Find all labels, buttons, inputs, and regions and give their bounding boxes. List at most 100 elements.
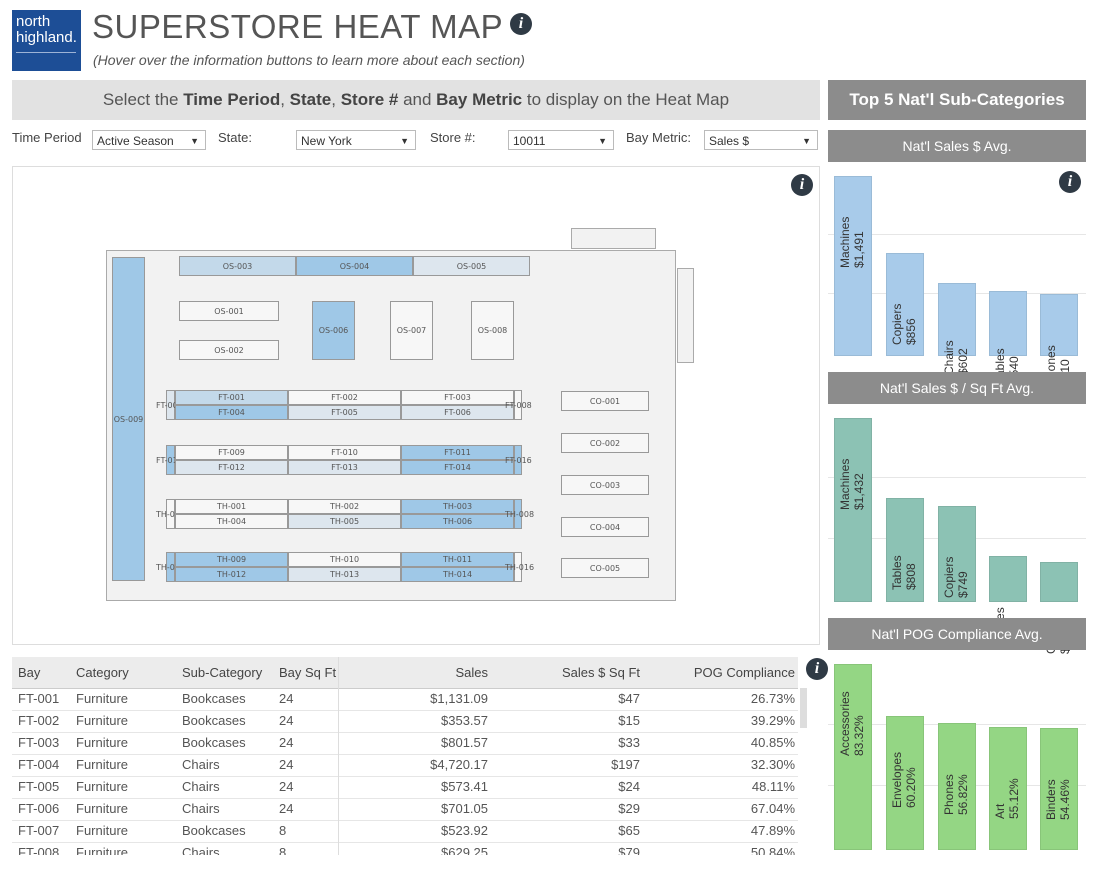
table-row[interactable]: FT-001 Furniture Bookcases 24 $1,131.09 $47 26… [12,688,798,711]
chart-bar[interactable] [1040,294,1078,356]
bay-co-003[interactable]: CO-003 [561,475,649,495]
chart-bar[interactable] [938,723,976,850]
bay-os-004[interactable]: OS-004 [296,256,413,276]
table-row[interactable]: FT-004 Furniture Chairs 24 $4,720.17 $197 32.3… [12,754,798,777]
bay-ft-003[interactable]: FT-003 [401,390,514,405]
chart-bar[interactable] [1040,728,1078,850]
bay-th-012[interactable]: TH-012 [175,567,288,582]
bay-ft-004[interactable]: FT-004 [175,405,288,420]
chart-bar[interactable] [938,283,976,356]
bay-os-006[interactable]: OS-006 [312,301,355,360]
bay-th-014[interactable]: TH-014 [401,567,514,582]
banner-prefix: Select the [102,90,184,109]
bay-table: Bay Category Sub-Category Bay Sq Ft Sales Sal… [12,657,798,855]
bar-category: Accessories [838,691,852,756]
table-cell: $65 [618,823,640,838]
column-header[interactable]: Bay [18,665,41,680]
bay-th-010[interactable]: TH-010 [288,552,401,567]
bay-os-002[interactable]: OS-002 [179,340,279,360]
table-info-icon[interactable]: i [806,658,828,680]
bay-co-001[interactable]: CO-001 [561,391,649,411]
store-select[interactable]: 10011 ▼ [508,130,614,150]
chart-bar[interactable] [834,418,872,602]
bay-ft-005[interactable]: FT-005 [288,405,401,420]
bay-ft-011[interactable]: FT-011 [401,445,514,460]
bay-th-008[interactable]: TH-008 [505,499,534,529]
bay-ft-006[interactable]: FT-006 [401,405,514,420]
column-header[interactable]: Sales $ Sq Ft [561,665,640,680]
bay-th-015[interactable]: TH-015 [156,552,185,582]
bay-th-006[interactable]: TH-006 [401,514,514,529]
chart-bar[interactable] [886,716,924,850]
bay-ft-002[interactable]: FT-002 [288,390,401,405]
bay-co-002[interactable]: CO-002 [561,433,649,453]
bar-value: $1,432 [852,473,866,510]
map-info-icon[interactable]: i [791,174,813,196]
chart-bar[interactable] [938,506,976,602]
banner-store: Store # [340,90,399,109]
bay-th-007[interactable]: TH-007 [156,499,185,529]
table-row[interactable]: FT-007 Furniture Bookcases 8 $523.92 $65 47.89… [12,820,798,843]
table-row[interactable]: FT-005 Furniture Chairs 24 $573.41 $24 48.11% [12,776,798,799]
table-row[interactable]: FT-002 Furniture Bookcases 24 $353.57 $15 39.2… [12,710,798,733]
chart-bar[interactable] [989,727,1027,850]
chart-info-icon[interactable]: i [1059,171,1081,193]
chart-bar[interactable] [886,498,924,602]
table-row[interactable]: FT-003 Furniture Bookcases 24 $801.57 $33 40.8… [12,732,798,755]
column-header[interactable]: Sales [455,665,488,680]
chevron-down-icon: ▼ [400,136,409,146]
bay-th-001[interactable]: TH-001 [175,499,288,514]
bay-co-005[interactable]: CO-005 [561,558,649,578]
column-header[interactable]: POG Compliance [693,665,795,680]
bay-os-009[interactable]: OS-009 [112,257,145,581]
column-header[interactable]: Sub-Category [182,665,263,680]
time-period-select[interactable]: Active Season ▼ [92,130,206,150]
bay-ft-013[interactable]: FT-013 [288,460,401,475]
chart-bar[interactable] [834,176,872,356]
bay-th-003[interactable]: TH-003 [401,499,514,514]
state-select[interactable]: New York ▼ [296,130,416,150]
chart-bar[interactable] [989,291,1027,356]
bay-th-005[interactable]: TH-005 [288,514,401,529]
bay-ft-007[interactable]: FT-007 [156,390,183,420]
bay-metric-select[interactable]: Sales $ ▼ [704,130,818,150]
bay-th-004[interactable]: TH-004 [175,514,288,529]
bay-os-001[interactable]: OS-001 [179,301,279,321]
table-cell: FT-003 [18,735,60,750]
chart-bar[interactable] [834,664,872,850]
table-cell: 32.30% [750,757,795,772]
bay-th-016[interactable]: TH-016 [505,552,534,582]
bay-ft-010[interactable]: FT-010 [288,445,401,460]
column-header[interactable]: Category [76,665,129,680]
bay-os-003[interactable]: OS-003 [179,256,296,276]
bay-os-005[interactable]: OS-005 [413,256,530,276]
top5-title: Top 5 Nat'l Sub-Categories [828,80,1086,120]
bar-category: Machines [838,216,852,268]
bay-ft-008[interactable]: FT-008 [505,390,532,420]
chart-bar[interactable] [1040,562,1078,602]
bay-ft-009[interactable]: FT-009 [175,445,288,460]
table-cell: Chairs [182,801,220,816]
bay-th-002[interactable]: TH-002 [288,499,401,514]
chart-bar[interactable] [886,253,924,356]
bay-th-013[interactable]: TH-013 [288,567,401,582]
bay-th-011[interactable]: TH-011 [401,552,514,567]
chart-bar-label: Phones 56.82% [942,774,970,815]
chart-bar[interactable] [989,556,1027,602]
column-header[interactable]: Bay Sq Ft [279,665,337,680]
logo-line2: highland. [16,29,77,46]
title-info-icon[interactable]: i [510,13,532,35]
bay-ft-014[interactable]: FT-014 [401,460,514,475]
bay-ft-015[interactable]: FT-015 [156,445,183,475]
bay-ft-012[interactable]: FT-012 [175,460,288,475]
bar-category: Machines [838,458,852,510]
table-scrollbar[interactable] [800,688,807,728]
bay-ft-016[interactable]: FT-016 [505,445,532,475]
bay-th-009[interactable]: TH-009 [175,552,288,567]
bay-os-007[interactable]: OS-007 [390,301,433,360]
bay-os-008[interactable]: OS-008 [471,301,514,360]
table-row[interactable]: FT-006 Furniture Chairs 24 $701.05 $29 67.04% [12,798,798,821]
bay-co-004[interactable]: CO-004 [561,517,649,537]
bay-ft-001[interactable]: FT-001 [175,390,288,405]
table-row[interactable]: FT-008 Furniture Chairs 8 $629.25 $79 50.84% [12,842,798,855]
